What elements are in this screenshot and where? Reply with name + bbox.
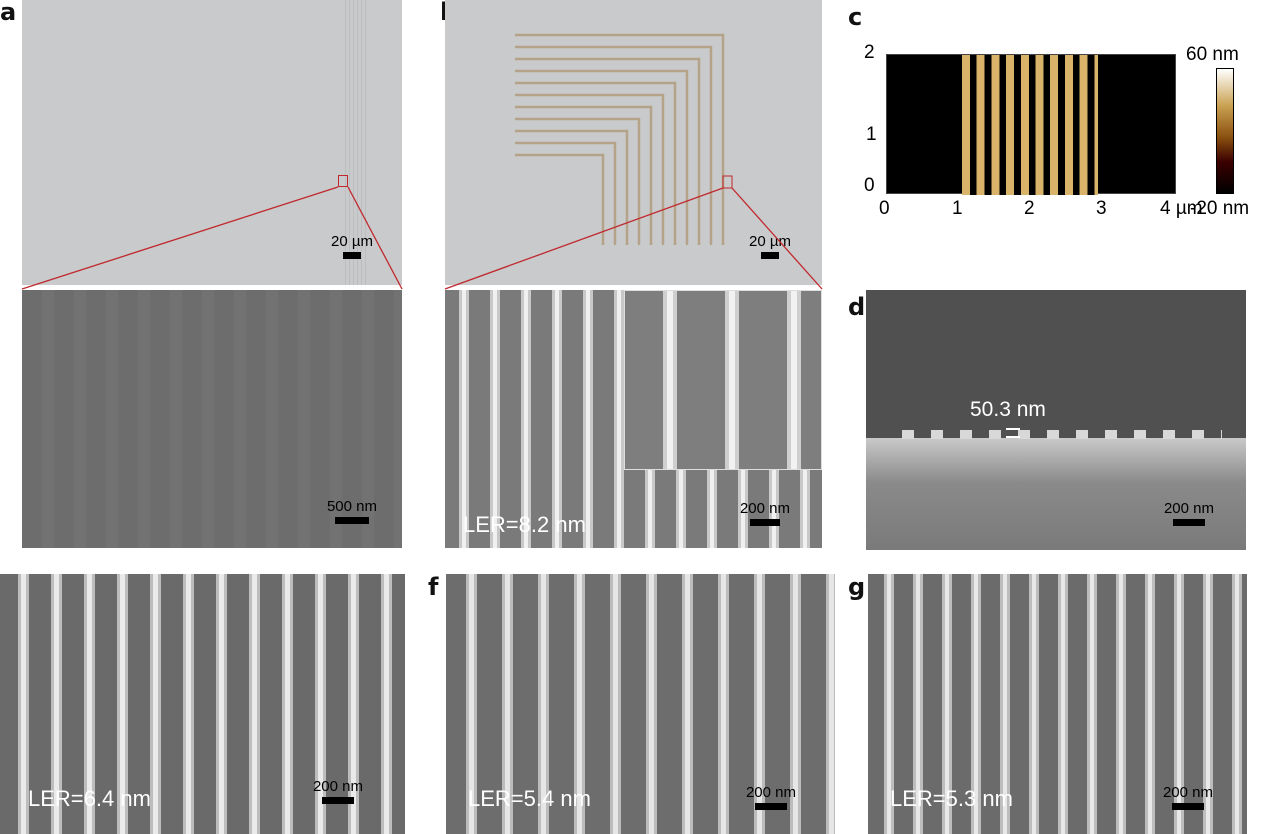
- y-tick: 1: [866, 124, 877, 145]
- scale-bar-e: 200 nm: [308, 778, 368, 804]
- colorbar-max: 60 nm: [1186, 44, 1239, 65]
- ler-label-g: LER=5.3 nm: [890, 786, 1013, 811]
- x-tick: 2: [1024, 198, 1035, 219]
- scale-bar-g: 200 nm: [1153, 784, 1223, 810]
- inset-zoom-image: [624, 290, 822, 470]
- y-tick: 2: [864, 42, 875, 63]
- panel-label-f: f: [428, 573, 439, 601]
- scale-label: 200 nm: [312, 778, 364, 795]
- scale-bar-a-sem: 500 nm: [312, 498, 392, 524]
- height-marker: [1006, 428, 1020, 438]
- sem-image-b: LER=8.2 nm 200 nm: [445, 290, 822, 548]
- ler-label-b: LER=8.2 nm: [463, 512, 586, 537]
- scale-label: 200 nm: [739, 500, 791, 517]
- panel-label-a: a: [0, 0, 17, 26]
- x-tick: 1: [952, 198, 963, 219]
- sem-image-e: LER=6.4 nm 200 nm: [0, 574, 405, 834]
- panel-label-d: d: [848, 293, 866, 321]
- scale-bar-f: 200 nm: [736, 784, 806, 810]
- optical-image-a: 20 µm: [22, 0, 402, 285]
- x-tick: 4 µm: [1160, 198, 1203, 219]
- scale-bar-b-optical: 20 µm: [740, 233, 800, 259]
- scale-label: 20 µm: [749, 233, 791, 250]
- x-tick: 0: [879, 198, 890, 219]
- ler-label-e: LER=6.4 nm: [28, 786, 151, 811]
- panel-label-g: g: [848, 573, 866, 601]
- afm-lines: [962, 55, 1098, 195]
- scale-label: 200 nm: [745, 784, 797, 801]
- scale-bar-b-sem: 200 nm: [735, 500, 795, 526]
- y-tick: 0: [864, 175, 875, 196]
- cross-section-sem: 50.3 nm 200 nm: [866, 290, 1246, 550]
- height-label: 50.3 nm: [970, 398, 1046, 421]
- x-tick: 3: [1096, 198, 1107, 219]
- colorbar-min: -20 nm: [1190, 198, 1250, 219]
- sem-image-a: 500 nm: [22, 290, 402, 548]
- afm-image: [886, 54, 1176, 195]
- scale-bar-a-optical: 20 µm: [322, 233, 382, 259]
- sem-image-g: LER=5.3 nm 200 nm: [868, 574, 1247, 834]
- panel-label-c: c: [848, 3, 863, 31]
- faint-pattern: [342, 0, 366, 285]
- scale-label: 500 nm: [326, 498, 378, 515]
- colorbar: [1216, 68, 1234, 194]
- scale-label: 200 nm: [1162, 784, 1214, 801]
- l-shaped-gratings: [515, 33, 733, 245]
- scale-label: 200 nm: [1163, 500, 1215, 517]
- zoom-box: [338, 175, 348, 187]
- optical-image-b: 20 µm: [445, 0, 822, 285]
- scale-label: 20 µm: [331, 233, 373, 250]
- substrate: [866, 438, 1246, 550]
- sem-image-f: LER=5.4 nm 200 nm: [446, 574, 835, 834]
- grating-profile: [902, 430, 1222, 439]
- ler-label-f: LER=5.4 nm: [468, 786, 591, 811]
- scale-bar-d: 200 nm: [1154, 500, 1224, 526]
